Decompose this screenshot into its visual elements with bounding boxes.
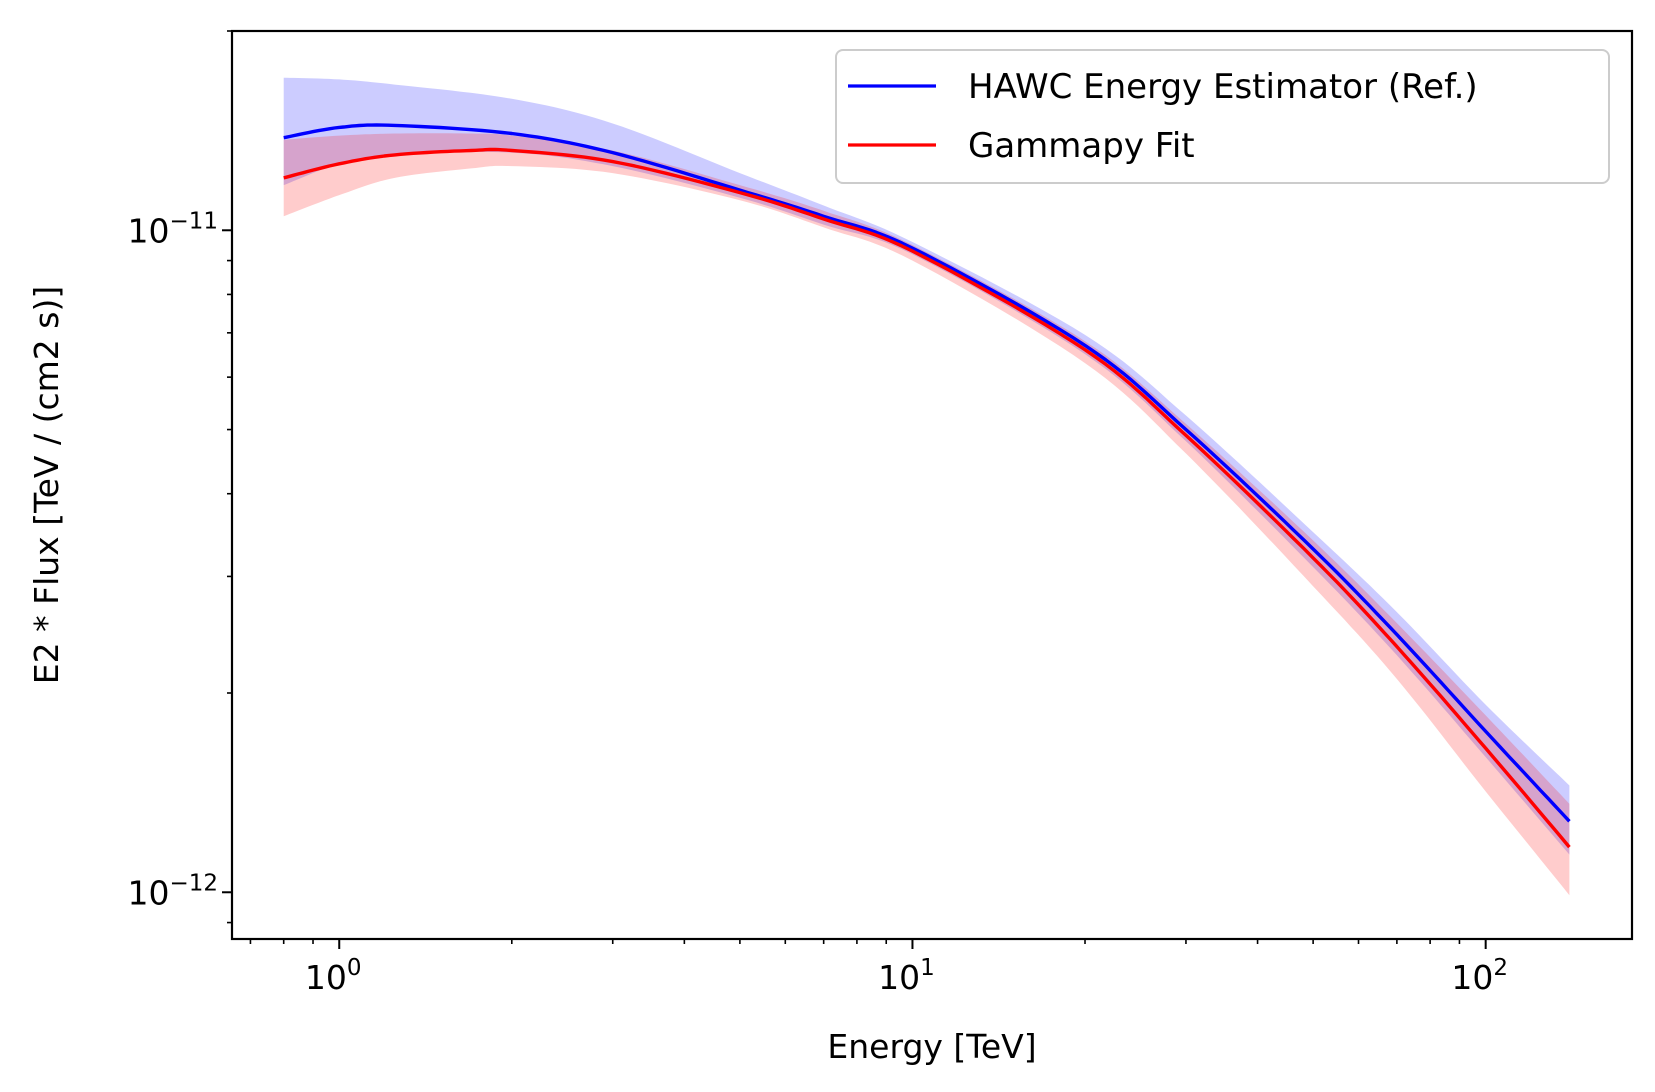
plot-frame: [230, 29, 1634, 941]
y-axis-title: E2 * Flux [TeV / (cm2 s)]: [27, 286, 66, 684]
line-series-0: [283, 123, 1571, 823]
x-axis-title: Energy [TeV]: [827, 1027, 1036, 1066]
legend-label-gammapy: Gammapy Fit: [968, 126, 1195, 166]
legend-label-hawc: HAWC Energy Estimator (Ref.): [968, 67, 1478, 107]
legend-box: [835, 49, 1610, 184]
legend: HAWC Energy Estimator (Ref.) Gammapy Fit: [835, 49, 1610, 184]
series-lines: [283, 123, 1571, 849]
line-series-1: [283, 147, 1571, 849]
